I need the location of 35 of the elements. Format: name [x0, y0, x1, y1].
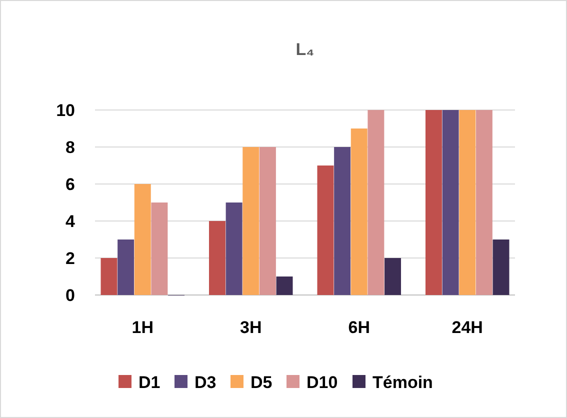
bar	[384, 258, 402, 295]
x-tick-label: 3H	[240, 318, 262, 337]
y-tick-label: 4	[66, 212, 76, 231]
bar	[334, 147, 351, 295]
bar	[276, 276, 293, 295]
bar	[259, 147, 276, 295]
bar	[208, 221, 226, 295]
legend-label: Témoin	[372, 372, 433, 392]
bar	[317, 166, 334, 295]
bar	[476, 110, 492, 295]
bar	[226, 202, 242, 295]
x-tick-label: 24H	[452, 318, 483, 337]
legend-label: D1	[138, 372, 160, 392]
bar	[492, 240, 510, 295]
legend-label: D3	[194, 372, 216, 392]
bar	[350, 128, 368, 295]
bar	[134, 184, 151, 295]
y-tick-label: 0	[66, 286, 75, 305]
bar	[100, 258, 118, 295]
bar	[242, 147, 260, 295]
bar	[368, 110, 384, 295]
chart-title: L₄	[296, 40, 314, 59]
y-tick-label: 6	[66, 174, 75, 194]
bar	[442, 110, 459, 295]
legend-label: D10	[306, 372, 338, 392]
bar	[118, 240, 134, 295]
x-tick-label: 1H	[132, 318, 154, 337]
legend-label: D5	[250, 372, 272, 392]
bar	[151, 202, 168, 295]
y-tick-label: 10	[56, 100, 75, 120]
bar	[459, 110, 476, 295]
x-tick-label: 6H	[348, 318, 370, 337]
bar	[425, 110, 442, 295]
y-tick-label: 8	[66, 138, 75, 157]
y-tick-label: 2	[66, 248, 75, 268]
